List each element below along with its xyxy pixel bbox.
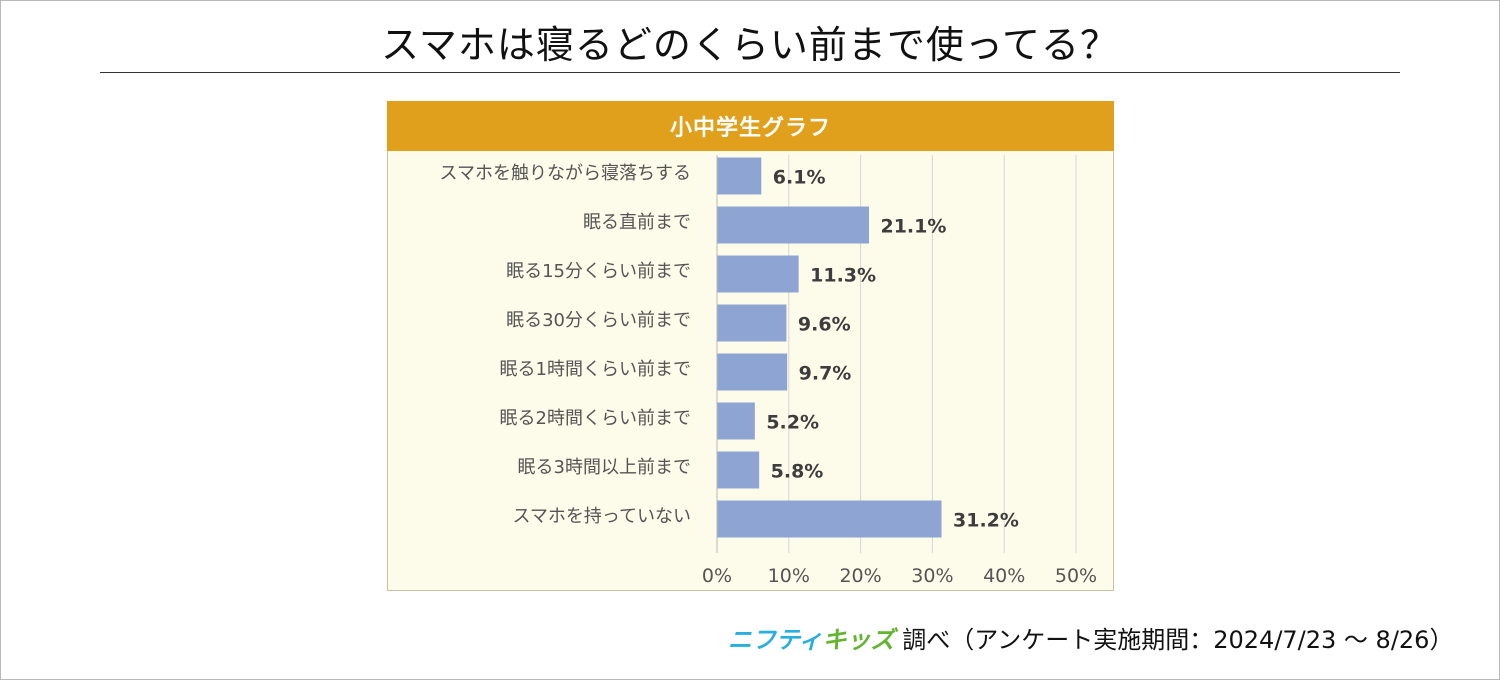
category-label: 眠る直前まで — [583, 212, 691, 233]
category-label: 眠る1時間くらい前まで — [500, 359, 691, 380]
bar — [717, 402, 755, 440]
bar — [717, 157, 762, 195]
x-tick-label: 0% — [702, 565, 732, 587]
chart-panel-header: 小中学生グラフ — [387, 101, 1114, 151]
title-divider — [100, 72, 1400, 73]
x-tick-label: 40% — [983, 565, 1025, 587]
x-tick-label: 20% — [839, 565, 881, 587]
category-label: 眠る2時間くらい前まで — [500, 408, 691, 429]
data-label: 5.2% — [766, 412, 819, 434]
page-title: スマホは寝るどのくらい前まで使ってる？ — [381, 23, 1119, 67]
brand-nifty-logo-text: ニフティ — [728, 626, 823, 654]
data-label: 21.1% — [880, 216, 946, 238]
category-label: スマホを触りながら寝落ちする — [440, 163, 691, 184]
bar — [717, 353, 788, 391]
x-tick-label: 10% — [768, 565, 810, 587]
category-label: 眠る15分くらい前まで — [506, 261, 691, 282]
category-label: 眠る3時間以上前まで — [518, 457, 691, 478]
data-label: 6.1% — [773, 167, 826, 189]
x-tick-label: 50% — [1055, 565, 1097, 587]
category-label: スマホを持っていない — [512, 506, 691, 527]
source-credit-text: 調べ（アンケート実施期間：2024/7/23 ～ 8/26） — [902, 626, 1454, 654]
data-label: 9.7% — [799, 363, 852, 385]
bar — [717, 451, 760, 489]
data-label: 11.3% — [810, 265, 876, 287]
data-label: 9.6% — [798, 314, 851, 336]
data-label: 5.8% — [771, 461, 824, 483]
brand-kids-logo-text: キッズ — [822, 626, 895, 654]
bar — [717, 500, 942, 538]
source-credit: ニフティキッズ 調べ（アンケート実施期間：2024/7/23 ～ 8/26） — [728, 620, 1453, 655]
bar — [717, 255, 799, 293]
bar — [717, 304, 787, 342]
x-tick-label: 30% — [911, 565, 953, 587]
category-label: 眠る30分くらい前まで — [506, 310, 691, 331]
bar — [717, 206, 869, 244]
data-label: 31.2% — [953, 510, 1019, 532]
